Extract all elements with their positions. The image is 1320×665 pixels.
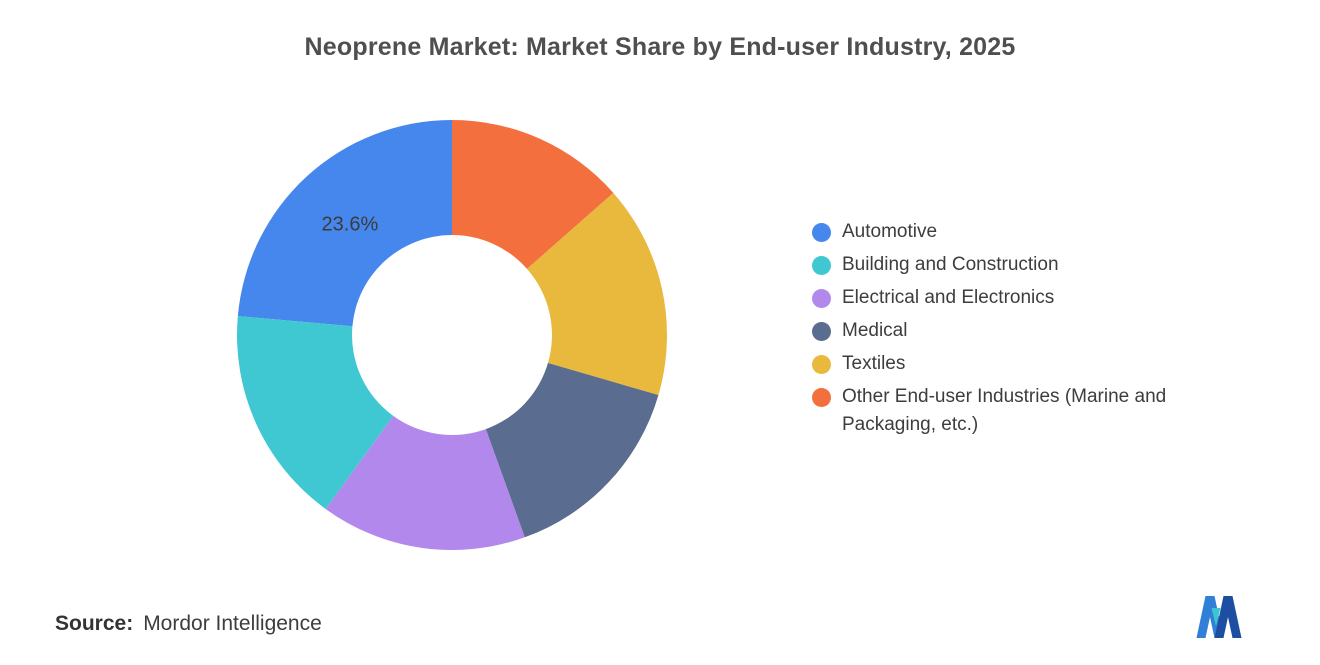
mordor-intelligence-logo: [1196, 596, 1242, 638]
pie-slice-2: [325, 415, 525, 550]
legend-item-0: Automotive: [812, 218, 1236, 246]
legend-label: Medical: [842, 320, 908, 341]
legend-marker: [812, 223, 831, 242]
legend-item-4: Textiles: [812, 350, 1236, 378]
pie-slice-5: [452, 120, 614, 269]
legend-item-3: Medical: [812, 317, 1236, 345]
source-line: Source: Mordor Intelligence: [55, 612, 322, 636]
legend-marker: [812, 355, 831, 374]
legend-label: Other End-user Industries (Marine and Pa…: [842, 386, 1167, 435]
legend-label: Electrical and Electronics: [842, 287, 1055, 308]
legend-marker: [812, 256, 831, 275]
legend-marker: [812, 289, 831, 308]
legend-item-1: Building and Construction: [812, 251, 1236, 279]
data-label: 23.6%: [322, 213, 379, 235]
donut-chart: 23.6%: [237, 120, 667, 550]
legend: Automotive Building and Construction Elect…: [812, 218, 1236, 444]
pie-slice-4: [526, 192, 667, 395]
legend-item-5: Other End-user Industries (Marine and Pa…: [812, 383, 1236, 439]
legend-label: Automotive: [842, 221, 938, 242]
source-value: Mordor Intelligence: [143, 612, 322, 635]
pie-slice-3: [485, 362, 659, 538]
pie-slice-1: [237, 316, 394, 509]
source-label: Source:: [55, 612, 134, 635]
pie-slice-0: [237, 120, 452, 327]
chart-title: Neoprene Market: Market Share by End-use…: [304, 33, 1016, 61]
legend-item-2: Electrical and Electronics: [812, 284, 1236, 312]
legend-label: Building and Construction: [842, 254, 1059, 275]
logo-stroke-4: [1223, 596, 1242, 638]
legend-label: Textiles: [842, 353, 906, 374]
logo-accent-triangle: [1211, 608, 1221, 626]
legend-marker: [812, 322, 831, 341]
legend-marker: [812, 388, 831, 407]
